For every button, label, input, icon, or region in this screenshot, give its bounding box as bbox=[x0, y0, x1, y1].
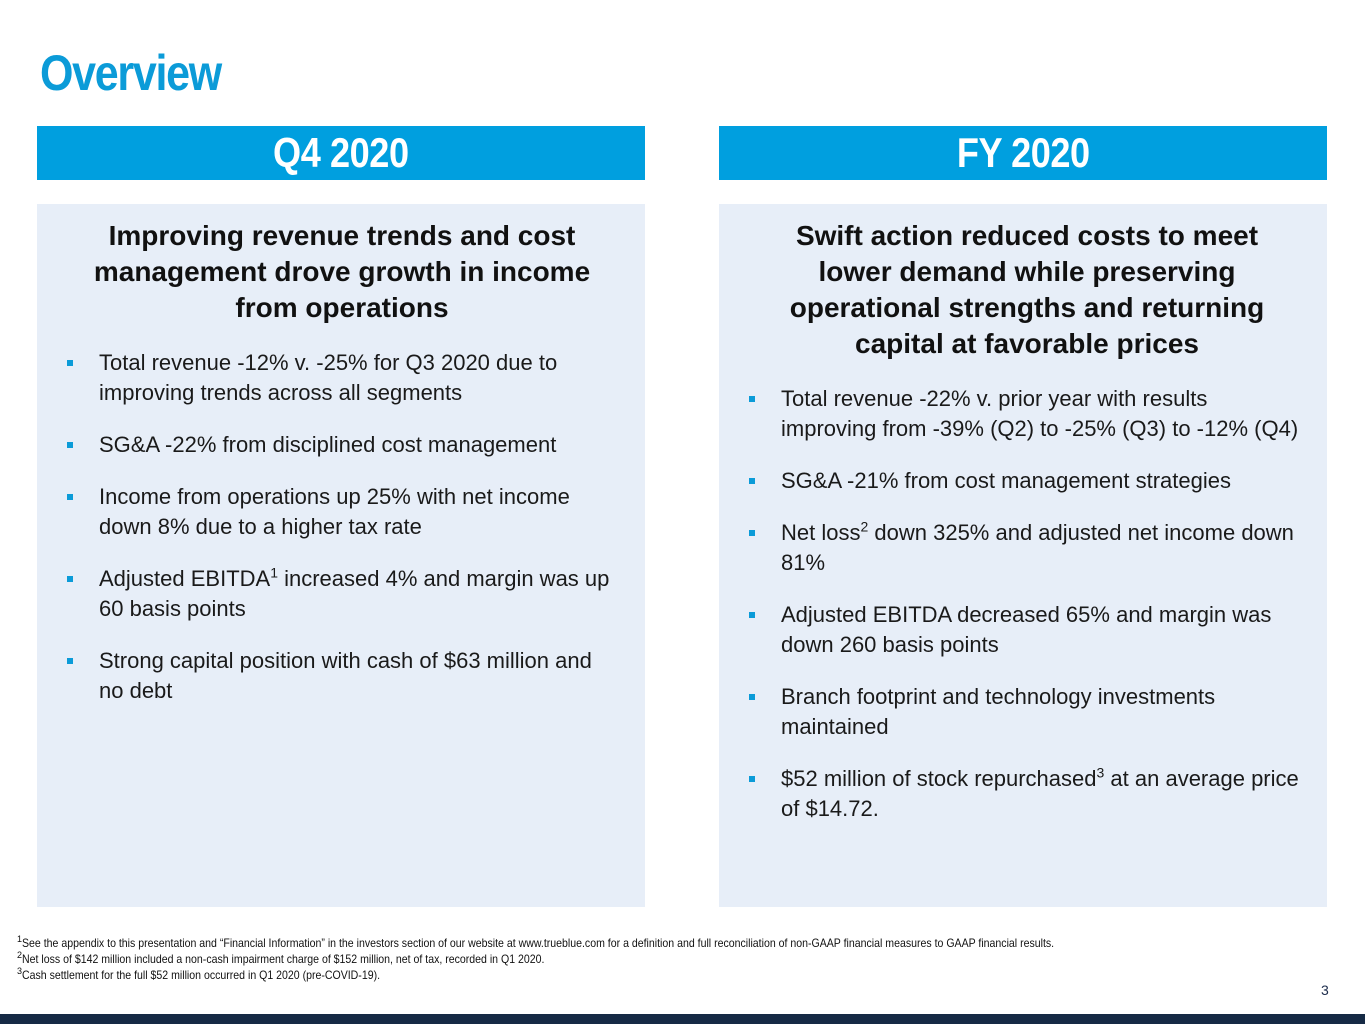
q4-header-label: Q4 2020 bbox=[273, 129, 409, 176]
q4-bullet: SG&A -22% from disciplined cost manageme… bbox=[67, 430, 617, 460]
fy-bullet: Branch footprint and technology investme… bbox=[749, 682, 1305, 742]
fy-bullet: Total revenue -22% v. prior year with re… bbox=[749, 384, 1305, 444]
q4-heading: Improving revenue trends and cost manage… bbox=[93, 220, 591, 323]
footnote: 1See the appendix to this presentation a… bbox=[17, 934, 1055, 951]
q4-bullet: Income from operations up 25% with net i… bbox=[67, 482, 617, 542]
q4-bullet: Total revenue -12% v. -25% for Q3 2020 d… bbox=[67, 348, 617, 408]
fy-heading: Swift action reduced costs to meet lower… bbox=[789, 220, 1265, 359]
fy-bullet: Net loss2 down 325% and adjusted net inc… bbox=[749, 518, 1305, 578]
fy-bullet: SG&A -21% from cost management strategie… bbox=[749, 466, 1305, 496]
bullet-square-icon bbox=[67, 442, 73, 448]
bullet-square-icon bbox=[749, 776, 755, 782]
bullet-square-icon bbox=[749, 612, 755, 618]
page-number: 3 bbox=[1321, 982, 1329, 998]
footnote-ref: 3 bbox=[1096, 764, 1105, 781]
bullet-square-icon bbox=[67, 494, 73, 500]
q4-header: Q4 2020 bbox=[37, 126, 645, 180]
footnote: 3Cash settlement for the full $52 millio… bbox=[17, 966, 381, 983]
bullet-square-icon bbox=[67, 360, 73, 366]
page-title: Overview bbox=[40, 45, 222, 101]
bullet-square-icon bbox=[749, 396, 755, 402]
q4-panel: Improving revenue trends and cost manage… bbox=[37, 204, 645, 907]
footnote-ref: 1 bbox=[270, 564, 278, 581]
fy-header: FY 2020 bbox=[719, 126, 1327, 180]
bullet-square-icon bbox=[749, 478, 755, 484]
fy-panel: Swift action reduced costs to meet lower… bbox=[719, 204, 1327, 907]
q4-bullet-list: Total revenue -12% v. -25% for Q3 2020 d… bbox=[67, 348, 617, 706]
footnote: 2Net loss of $142 million included a non… bbox=[17, 950, 545, 967]
bullet-square-icon bbox=[749, 530, 755, 536]
fy-bullet: Adjusted EBITDA decreased 65% and margin… bbox=[749, 600, 1305, 660]
bullet-square-icon bbox=[67, 576, 73, 582]
bottom-bar bbox=[0, 1014, 1365, 1024]
bullet-square-icon bbox=[749, 694, 755, 700]
footnotes: 1See the appendix to this presentation a… bbox=[17, 935, 1337, 983]
q4-bullet: Strong capital position with cash of $63… bbox=[67, 646, 617, 706]
fy-bullet-list: Total revenue -22% v. prior year with re… bbox=[749, 384, 1305, 824]
fy-bullet: $52 million of stock repurchased3 at an … bbox=[749, 764, 1305, 824]
fy-header-label: FY 2020 bbox=[956, 129, 1090, 176]
bullet-square-icon bbox=[67, 658, 73, 664]
footnote-ref: 2 bbox=[860, 518, 869, 535]
q4-bullet: Adjusted EBITDA1 increased 4% and margin… bbox=[67, 564, 617, 624]
